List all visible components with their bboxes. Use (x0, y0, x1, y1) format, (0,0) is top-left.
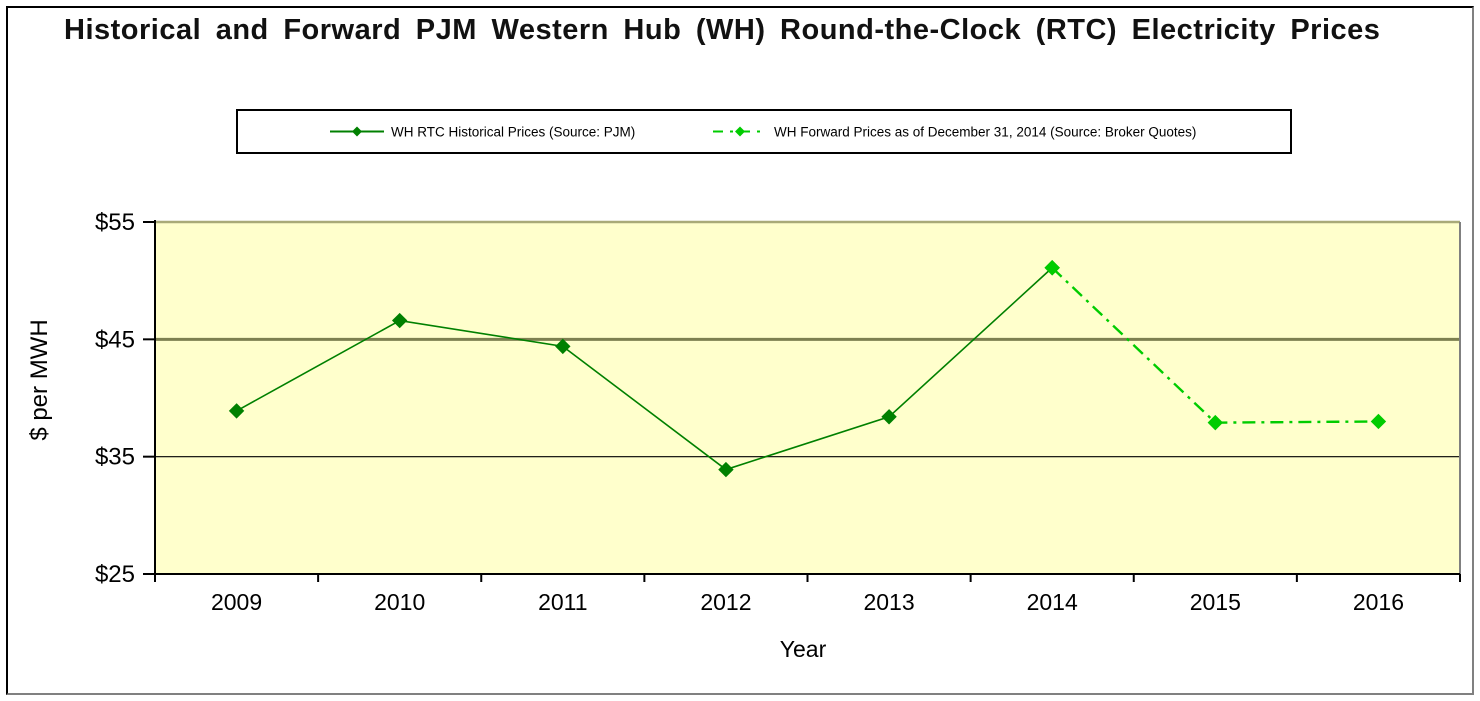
data-point-marker (391, 312, 408, 329)
x-tick-label: 2013 (863, 589, 914, 615)
y-tick-label: $45 (95, 326, 135, 353)
data-point-marker (1044, 260, 1060, 276)
y-tick-label: $35 (95, 444, 135, 471)
y-tick-label: $55 (95, 209, 135, 236)
legend: WH RTC Historical Prices (Source: PJM) W… (236, 109, 1292, 154)
x-tick-label: 2016 (1353, 589, 1404, 615)
x-axis-title: Year (779, 636, 827, 662)
series-line (236, 267, 1053, 471)
x-tick-label: 2015 (1190, 589, 1241, 615)
legend-forward-label: WH Forward Prices as of December 31, 201… (774, 124, 1197, 139)
x-tick-label: 2012 (700, 589, 751, 615)
legend-item-historical: WH RTC Historical Prices (Source: PJM) (330, 124, 635, 139)
x-tick-label: 2010 (374, 589, 425, 615)
data-point-marker (1207, 414, 1224, 431)
data-point-marker (228, 403, 245, 419)
legend-forward-line-icon (713, 126, 767, 137)
data-point-marker (881, 409, 897, 425)
y-axis-title: $ per MWH (26, 319, 53, 441)
chart-title: Historical and Forward PJM Western Hub (… (64, 14, 1381, 46)
legend-item-forward: WH Forward Prices as of December 31, 201… (713, 124, 1196, 139)
legend-historical-line-icon (330, 126, 384, 137)
data-point-marker (555, 338, 571, 355)
data-point-marker (1370, 413, 1387, 430)
legend-historical-label: WH RTC Historical Prices (Source: PJM) (391, 124, 636, 139)
x-tick-label: 2009 (211, 589, 262, 615)
x-tick-label: 2011 (538, 589, 587, 615)
plot-area (155, 222, 1460, 574)
x-tick-label: 2014 (1027, 589, 1078, 615)
y-tick-label: $25 (95, 561, 135, 588)
data-point-marker (718, 461, 734, 478)
